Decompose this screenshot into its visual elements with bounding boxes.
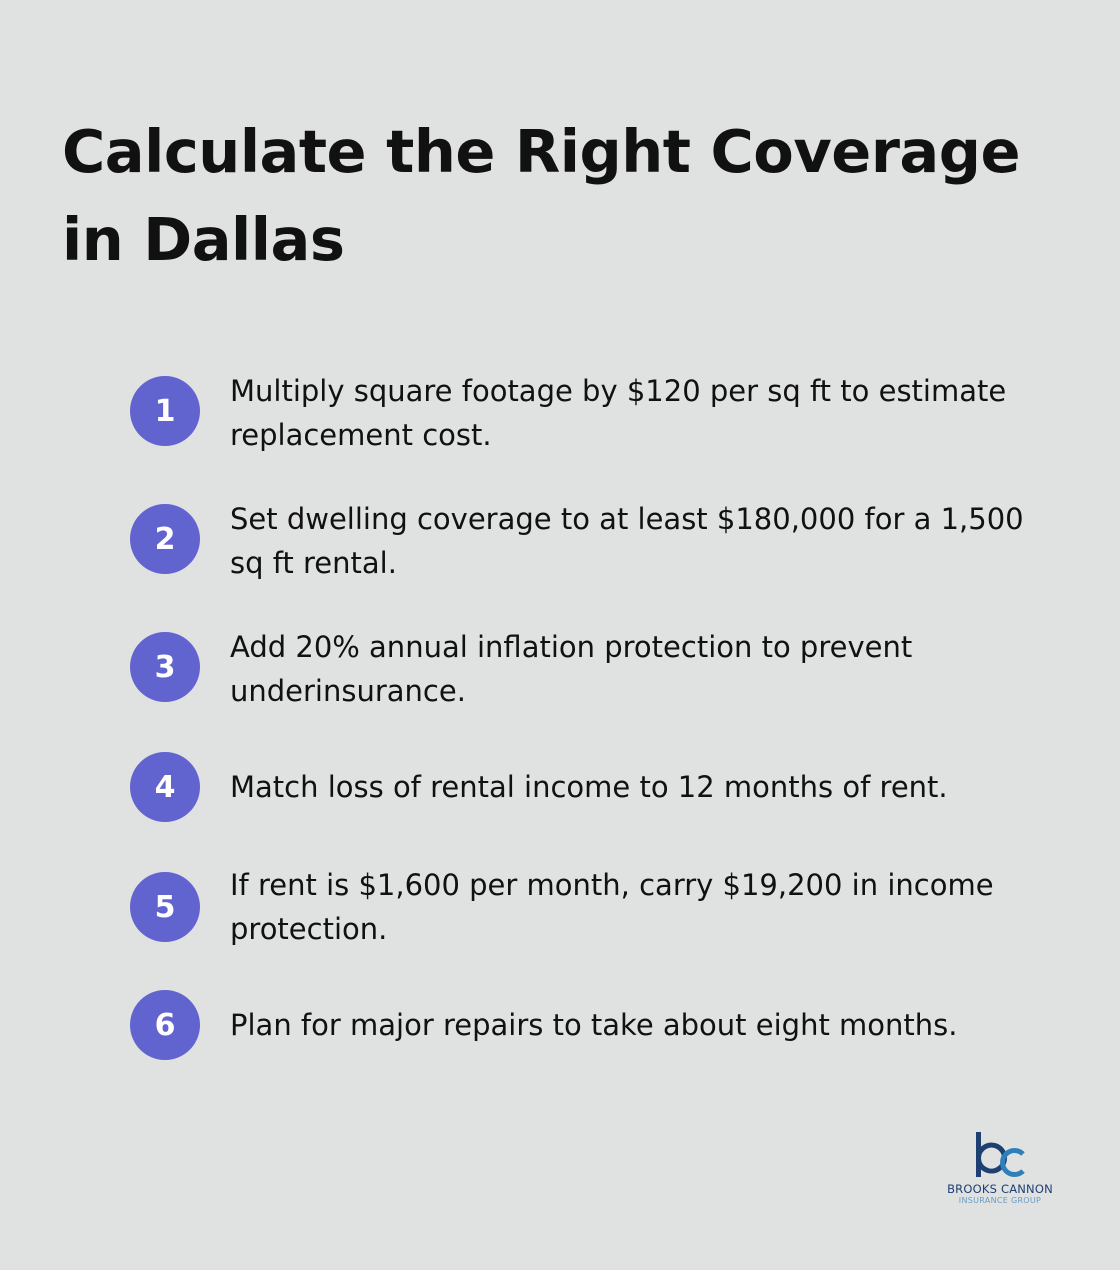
step-text: Match loss of rental income to 12 months… [230,770,948,804]
step-number-badge: 6 [130,990,200,1060]
logo-name: BROOKS CANNON [947,1182,1053,1196]
step-number-badge: 5 [130,872,200,942]
brooks-cannon-logo: BROOKS CANNON INSURANCE GROUP [940,1130,1060,1205]
step-number-badge: 1 [130,376,200,446]
step-text: Set dwelling coverage to at least $180,0… [230,502,1024,580]
step-text: Multiply square footage by $120 per sq f… [230,374,1007,452]
step-text: Add 20% annual inflation protection to p… [230,630,913,708]
step-text: Plan for major repairs to take about eig… [230,1008,958,1042]
step-number-badge: 4 [130,752,200,822]
step-number-badge: 2 [130,504,200,574]
step-number-badge: 3 [130,632,200,702]
logo-subtitle: INSURANCE GROUP [958,1196,1042,1205]
bc-logo-mark-icon [976,1132,1025,1177]
step-text: If rent is $1,600 per month, carry $19,2… [230,868,994,946]
page-title: Calculate the Right Coverage in Dallas [62,117,1020,274]
